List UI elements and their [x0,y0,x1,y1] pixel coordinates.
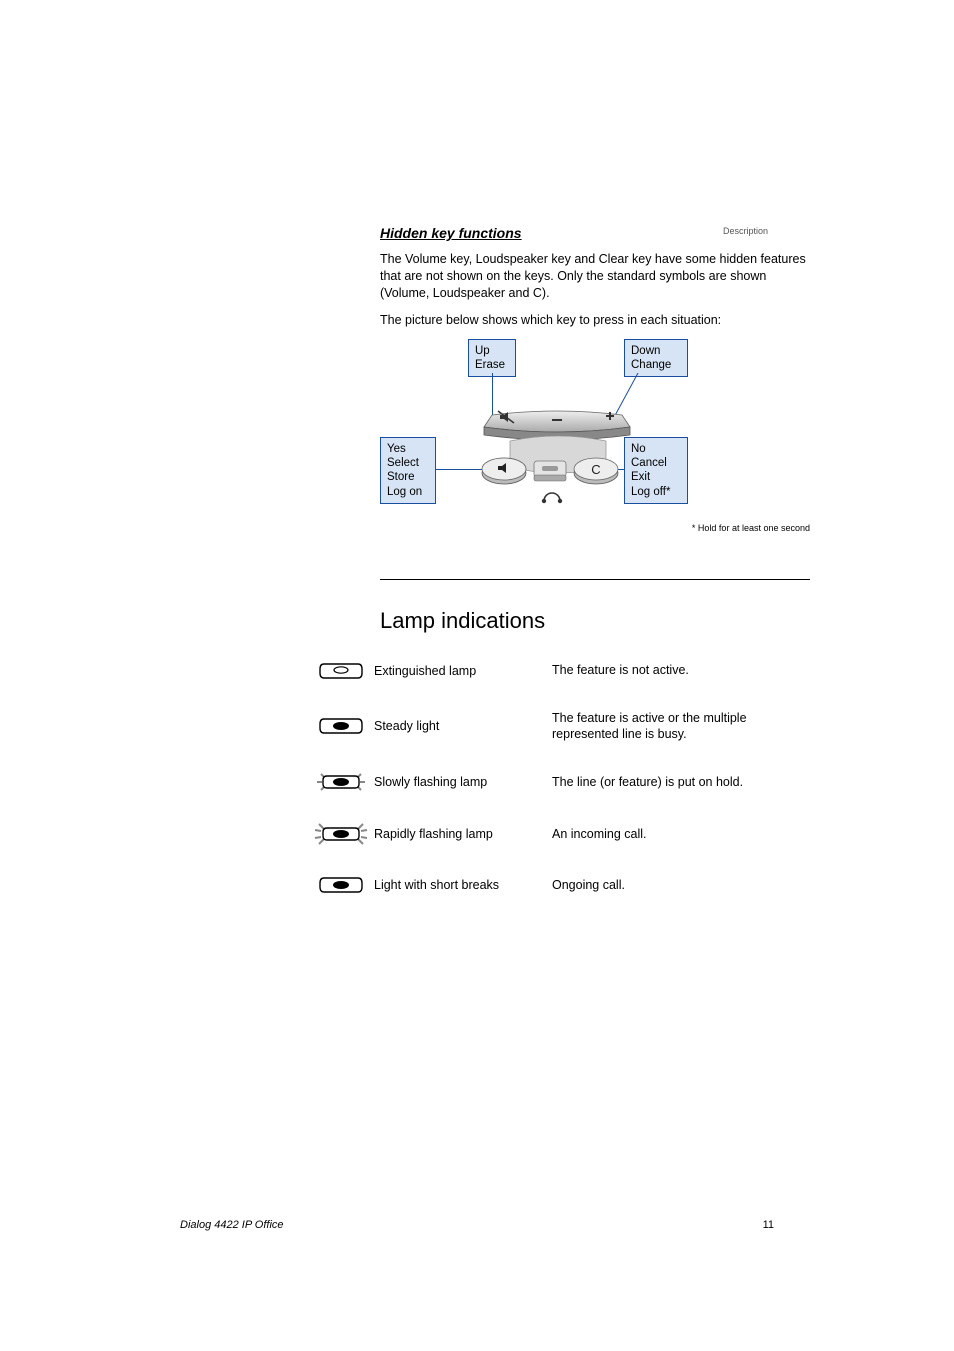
svg-text:C: C [591,462,600,477]
footer-page-number: 11 [763,1219,774,1231]
lamp-row-slow-flash: Slowly flashing lamp The line (or featur… [380,770,810,794]
label-yes-4: Log on [387,486,422,498]
label-yes-2: Select [387,457,419,469]
headset-key-icon [530,457,570,487]
lamp-label: Light with short breaks [374,878,552,892]
hidden-key-para-2: The picture below shows which key to pre… [380,312,810,329]
footer-title: Dialog 4422 IP Office [180,1219,284,1231]
hidden-key-para-1: The Volume key, Loudspeaker key and Clea… [380,251,810,302]
lamp-off-icon [318,660,364,682]
lamp-label: Slowly flashing lamp [374,775,552,789]
lamp-section-heading: Lamp indications [380,608,810,634]
label-no-1: No [631,443,646,455]
lamp-slow-flash-icon [313,770,369,794]
loudspeaker-key-icon [480,455,528,489]
lamp-label: Extinguished lamp [374,664,552,678]
lamp-on-icon [318,715,364,737]
lamp-table: Extinguished lamp The feature is not act… [380,660,810,897]
page-footer: Dialog 4422 IP Office 11 [180,1219,774,1231]
diagram-footnote: * Hold for at least one second [692,523,810,533]
lamp-row-steady: Steady light The feature is active or th… [380,710,810,743]
clear-key-icon: C [572,455,620,489]
lamp-label: Steady light [374,719,552,733]
label-no-4: Log off* [631,486,670,498]
lamp-label: Rapidly flashing lamp [374,827,552,841]
line-yes-to-lsp [436,469,484,470]
label-box-down: Down Change [624,339,688,378]
content-column: Hidden key functions The Volume key, Lou… [380,225,810,896]
label-down-2: Change [631,359,671,371]
label-up-1: Up [475,345,490,357]
lamp-desc: The feature is active or the multiple re… [552,710,810,743]
section-divider [380,579,810,580]
page: Description Hidden key functions The Vol… [0,0,954,1351]
label-no-2: Cancel [631,457,667,469]
label-box-up: Up Erase [468,339,516,378]
label-yes-1: Yes [387,443,406,455]
hidden-key-diagram: Up Erase Down Change Yes Select Store Lo… [380,339,810,549]
lamp-desc: Ongoing call. [552,877,810,893]
label-up-2: Erase [475,359,505,371]
lamp-row-short-breaks: Light with short breaks Ongoing call. [380,874,810,896]
label-box-no: No Cancel Exit Log off* [624,437,688,505]
label-no-3: Exit [631,471,650,483]
label-yes-3: Store [387,471,415,483]
headset-arc-icon [540,489,564,507]
lamp-desc: An incoming call. [552,826,810,842]
lamp-row-rapid-flash: Rapidly flashing lamp An incoming call. [380,822,810,846]
lamp-rapid-flash-icon [313,822,369,846]
lamp-desc: The feature is not active. [552,662,810,678]
lamp-row-extinguished: Extinguished lamp The feature is not act… [380,660,810,682]
label-box-yes: Yes Select Store Log on [380,437,436,505]
label-down-1: Down [631,345,660,357]
lamp-breaks-icon [318,874,364,896]
section-header: Description [723,226,768,236]
lamp-desc: The line (or feature) is put on hold. [552,774,810,790]
